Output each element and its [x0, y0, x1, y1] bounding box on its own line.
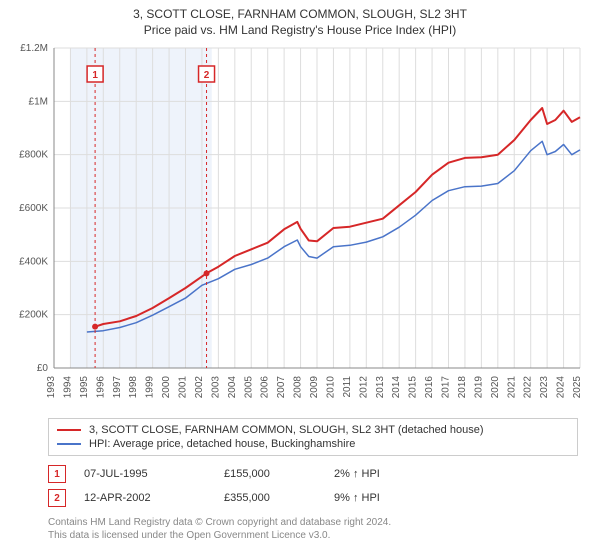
chart-title-line2: Price paid vs. HM Land Registry's House … [10, 22, 590, 38]
svg-text:2024: 2024 [556, 376, 567, 399]
sale-delta: 2% ↑ HPI [334, 468, 578, 480]
svg-text:2000: 2000 [161, 376, 172, 399]
svg-text:2014: 2014 [391, 376, 402, 399]
svg-text:2015: 2015 [408, 376, 419, 399]
svg-text:2019: 2019 [473, 376, 484, 399]
svg-text:2021: 2021 [506, 376, 517, 399]
sale-date: 12-APR-2002 [84, 492, 224, 504]
svg-text:2023: 2023 [539, 376, 550, 399]
svg-text:2016: 2016 [424, 376, 435, 399]
svg-text:1998: 1998 [128, 376, 139, 399]
chart-title-line1: 3, SCOTT CLOSE, FARNHAM COMMON, SLOUGH, … [10, 6, 590, 22]
svg-text:£200K: £200K [19, 310, 48, 321]
sale-price: £155,000 [224, 468, 334, 480]
svg-text:2009: 2009 [309, 376, 320, 399]
svg-text:2005: 2005 [243, 376, 254, 399]
svg-text:2007: 2007 [276, 376, 287, 399]
svg-text:£1.2M: £1.2M [20, 43, 48, 54]
svg-text:2003: 2003 [210, 376, 221, 399]
svg-text:2020: 2020 [490, 376, 501, 399]
sale-row: 1 07-JUL-1995£155,0002% ↑ HPI [48, 462, 578, 486]
svg-text:2: 2 [204, 70, 210, 81]
footer-line1: Contains HM Land Registry data © Crown c… [48, 516, 578, 529]
sale-date: 07-JUL-1995 [84, 468, 224, 480]
svg-text:1993: 1993 [46, 376, 57, 399]
legend: 3, SCOTT CLOSE, FARNHAM COMMON, SLOUGH, … [48, 418, 578, 456]
svg-text:£400K: £400K [19, 257, 48, 268]
svg-text:1994: 1994 [62, 376, 73, 399]
chart-plot: £0 £200K £400K £600K £800K £1M £1.2M 1993 1994 19… [10, 42, 590, 412]
legend-row: 3, SCOTT CLOSE, FARNHAM COMMON, SLOUGH, … [57, 423, 569, 437]
sales-table: 1 07-JUL-1995£155,0002% ↑ HPI 2 12-APR-2002… [48, 462, 578, 510]
footer-note: Contains HM Land Registry data © Crown c… [48, 516, 578, 542]
sale-row: 2 12-APR-2002£355,0009% ↑ HPI [48, 486, 578, 510]
svg-text:2010: 2010 [325, 376, 336, 399]
sale-marker-chip: 1 [48, 465, 66, 483]
legend-swatch [57, 443, 81, 445]
svg-text:1995: 1995 [79, 376, 90, 399]
svg-text:2006: 2006 [260, 376, 271, 399]
chart-container: 3, SCOTT CLOSE, FARNHAM COMMON, SLOUGH, … [0, 0, 600, 560]
legend-label: HPI: Average price, detached house, Buck… [89, 438, 355, 450]
svg-text:1999: 1999 [145, 376, 156, 399]
svg-text:2011: 2011 [342, 376, 353, 398]
svg-text:2017: 2017 [441, 376, 452, 399]
svg-text:2004: 2004 [227, 376, 238, 399]
svg-text:£0: £0 [37, 363, 49, 374]
svg-text:2018: 2018 [457, 376, 468, 399]
legend-swatch [57, 429, 81, 431]
chart-svg: £0 £200K £400K £600K £800K £1M £1.2M 1993 1994 19… [10, 42, 590, 412]
svg-text:2001: 2001 [178, 376, 189, 399]
sale-price: £355,000 [224, 492, 334, 504]
svg-text:2013: 2013 [375, 376, 386, 399]
svg-text:2012: 2012 [358, 376, 369, 399]
svg-text:2008: 2008 [293, 376, 304, 399]
svg-text:£800K: £800K [19, 150, 48, 161]
svg-text:1996: 1996 [95, 376, 106, 399]
footer-line2: This data is licensed under the Open Gov… [48, 529, 578, 542]
svg-text:1997: 1997 [112, 376, 123, 399]
svg-text:2025: 2025 [572, 376, 583, 399]
legend-row: HPI: Average price, detached house, Buck… [57, 437, 569, 451]
svg-text:1: 1 [92, 70, 98, 81]
svg-text:£600K: £600K [19, 203, 48, 214]
svg-text:2022: 2022 [523, 376, 534, 399]
sale-marker-chip: 2 [48, 489, 66, 507]
sale-delta: 9% ↑ HPI [334, 492, 578, 504]
svg-text:2002: 2002 [194, 376, 205, 399]
legend-label: 3, SCOTT CLOSE, FARNHAM COMMON, SLOUGH, … [89, 424, 484, 436]
svg-text:£1M: £1M [29, 97, 48, 108]
